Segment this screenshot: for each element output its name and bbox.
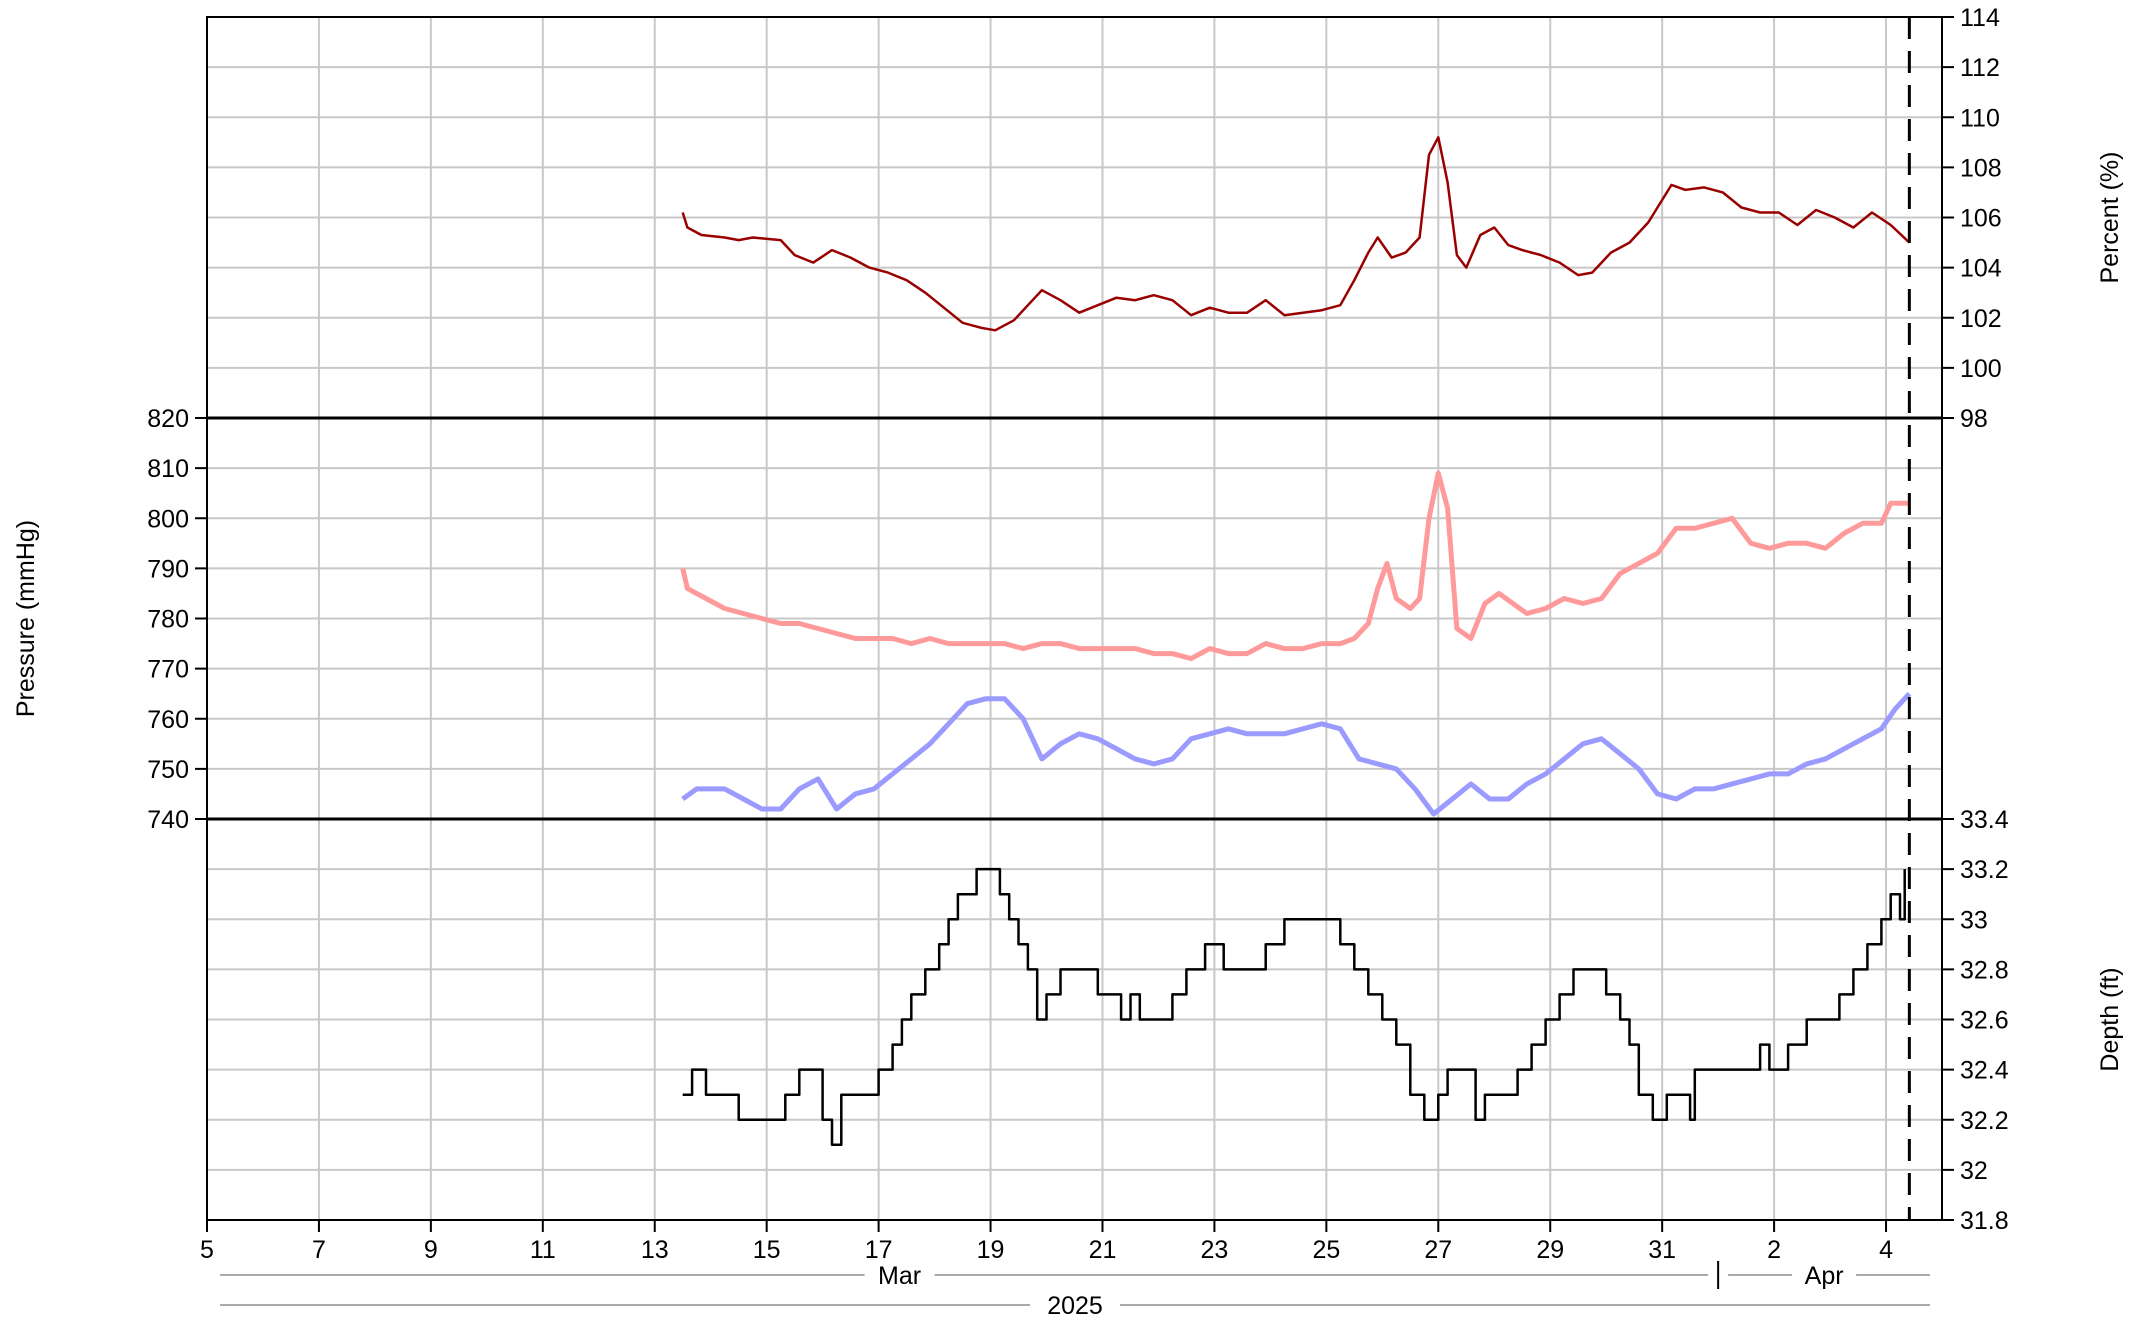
month-label-mar: Mar [878, 1262, 921, 1290]
x-tick-label: 11 [530, 1236, 556, 1264]
y-tick-label: 108 [1960, 154, 2002, 182]
y-tick-label: 790 [147, 555, 189, 583]
series-line [680, 470, 1910, 662]
x-tick-label: 21 [1089, 1236, 1117, 1264]
y-tick-label: 820 [147, 405, 189, 433]
x-tick-label: 2 [1767, 1236, 1781, 1264]
y-tick-label: 33 [1960, 906, 1988, 934]
series-line [681, 691, 1912, 817]
y-tick-label: 760 [147, 706, 189, 734]
y-axis-title: Percent (%) [2096, 152, 2124, 284]
x-tick-label: 23 [1201, 1236, 1229, 1264]
y-tick-label: 104 [1960, 255, 2002, 283]
y-tick-label: 102 [1960, 305, 2002, 333]
year-label: 2025 [1047, 1292, 1103, 1319]
y-tick-label: 98 [1960, 405, 1988, 433]
x-tick-label: 19 [977, 1236, 1005, 1264]
series-line [682, 867, 1906, 1147]
y-tick-label: 810 [147, 455, 189, 483]
y-axis-title: Depth (ft) [2096, 967, 2124, 1071]
x-tick-label: 13 [641, 1236, 669, 1264]
x-tick-label: 4 [1879, 1236, 1893, 1264]
y-tick-label: 106 [1960, 205, 2002, 233]
y-tick-label: 750 [147, 756, 189, 784]
y-tick-label: 31.8 [1960, 1207, 2009, 1235]
month-label-apr: Apr [1805, 1262, 1844, 1290]
y-tick-label: 32.2 [1960, 1107, 2009, 1135]
series-line [681, 136, 1911, 332]
y-tick-label: 32.6 [1960, 1007, 2009, 1035]
y-tick-label: 32.8 [1960, 956, 2009, 984]
x-tick-label: 29 [1536, 1236, 1564, 1264]
x-tick-label: 27 [1424, 1236, 1452, 1264]
y-tick-label: 780 [147, 606, 189, 634]
x-tick-label: 7 [312, 1236, 326, 1264]
y-tick-label: 114 [1960, 4, 2000, 32]
y-axis-title: Pressure (mmHg) [12, 520, 40, 717]
x-tick-label: 17 [865, 1236, 893, 1264]
y-tick-label: 100 [1960, 355, 2002, 383]
x-tick-label: 5 [200, 1236, 214, 1264]
y-tick-label: 112 [1960, 54, 2000, 82]
y-tick-label: 33.4 [1960, 806, 2009, 834]
x-tick-label: 9 [424, 1236, 438, 1264]
x-tick-label: 31 [1648, 1236, 1676, 1264]
x-tick-label: 25 [1312, 1236, 1340, 1264]
y-tick-label: 770 [147, 656, 189, 684]
y-tick-label: 33.2 [1960, 856, 2009, 884]
y-tick-label: 32 [1960, 1157, 1988, 1185]
x-tick-label: 15 [753, 1236, 781, 1264]
y-tick-label: 740 [147, 806, 189, 834]
y-tick-label: 110 [1960, 104, 2000, 132]
y-tick-label: 32.4 [1960, 1057, 2009, 1085]
y-tick-label: 800 [147, 505, 189, 533]
